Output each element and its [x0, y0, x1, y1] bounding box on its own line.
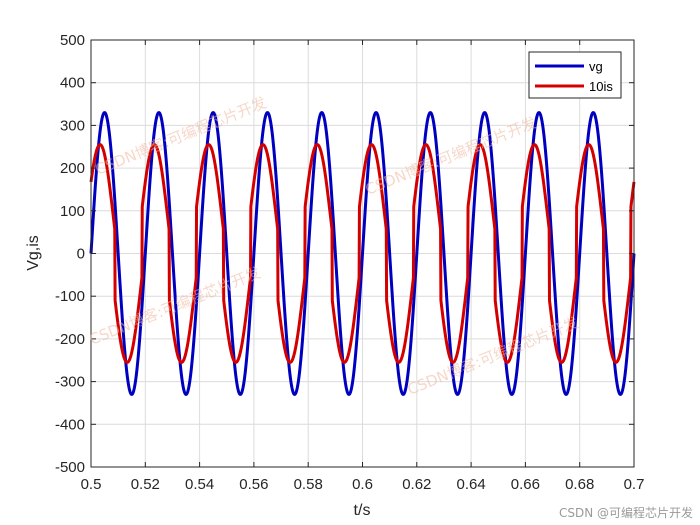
x-axis-label: t/s — [354, 502, 371, 519]
y-tick-label: 200 — [60, 160, 85, 177]
y-tick-label: -400 — [55, 416, 85, 433]
y-tick-label: -100 — [55, 288, 85, 305]
series-line-10is — [89, 143, 636, 364]
x-tick-label: 0.54 — [185, 476, 214, 493]
legend-label-vg: vg — [589, 59, 603, 74]
x-tick-label: 0.58 — [294, 476, 323, 493]
y-tick-label: 0 — [77, 246, 85, 263]
x-tick-label: 0.64 — [456, 476, 485, 493]
y-tick-label: -300 — [55, 374, 85, 391]
y-tick-label: -200 — [55, 331, 85, 348]
series-layer — [89, 111, 636, 396]
y-tick-label: 500 — [60, 32, 85, 49]
y-axis-label: Vg,is — [25, 235, 42, 271]
legend: vg 10is — [528, 51, 622, 99]
y-tick-label: 300 — [60, 117, 85, 134]
tick-labels: 0.5 0.52 0.54 0.56 0.58 0.6 0.62 0.64 0.66 0.68 0.… — [55, 32, 644, 493]
x-tick-label: 0.62 — [402, 476, 431, 493]
x-tick-label: 0.68 — [565, 476, 594, 493]
x-tick-label: 0.52 — [131, 476, 160, 493]
y-tick-label: 100 — [60, 203, 85, 220]
y-tick-label: -500 — [55, 459, 85, 476]
x-tick-label: 0.56 — [239, 476, 268, 493]
legend-label-10is: 10is — [589, 79, 613, 94]
credit-text: CSDN @可编程芯片开发 — [559, 505, 693, 520]
ticks — [90, 39, 635, 468]
x-tick-label: 0.7 — [624, 476, 645, 493]
y-tick-label: 400 — [60, 75, 85, 92]
x-tick-label: 0.66 — [511, 476, 540, 493]
x-tick-label: 0.5 — [81, 476, 102, 493]
legend-box — [528, 51, 622, 99]
series-line-vg — [89, 111, 636, 396]
x-tick-label: 0.6 — [352, 476, 373, 493]
